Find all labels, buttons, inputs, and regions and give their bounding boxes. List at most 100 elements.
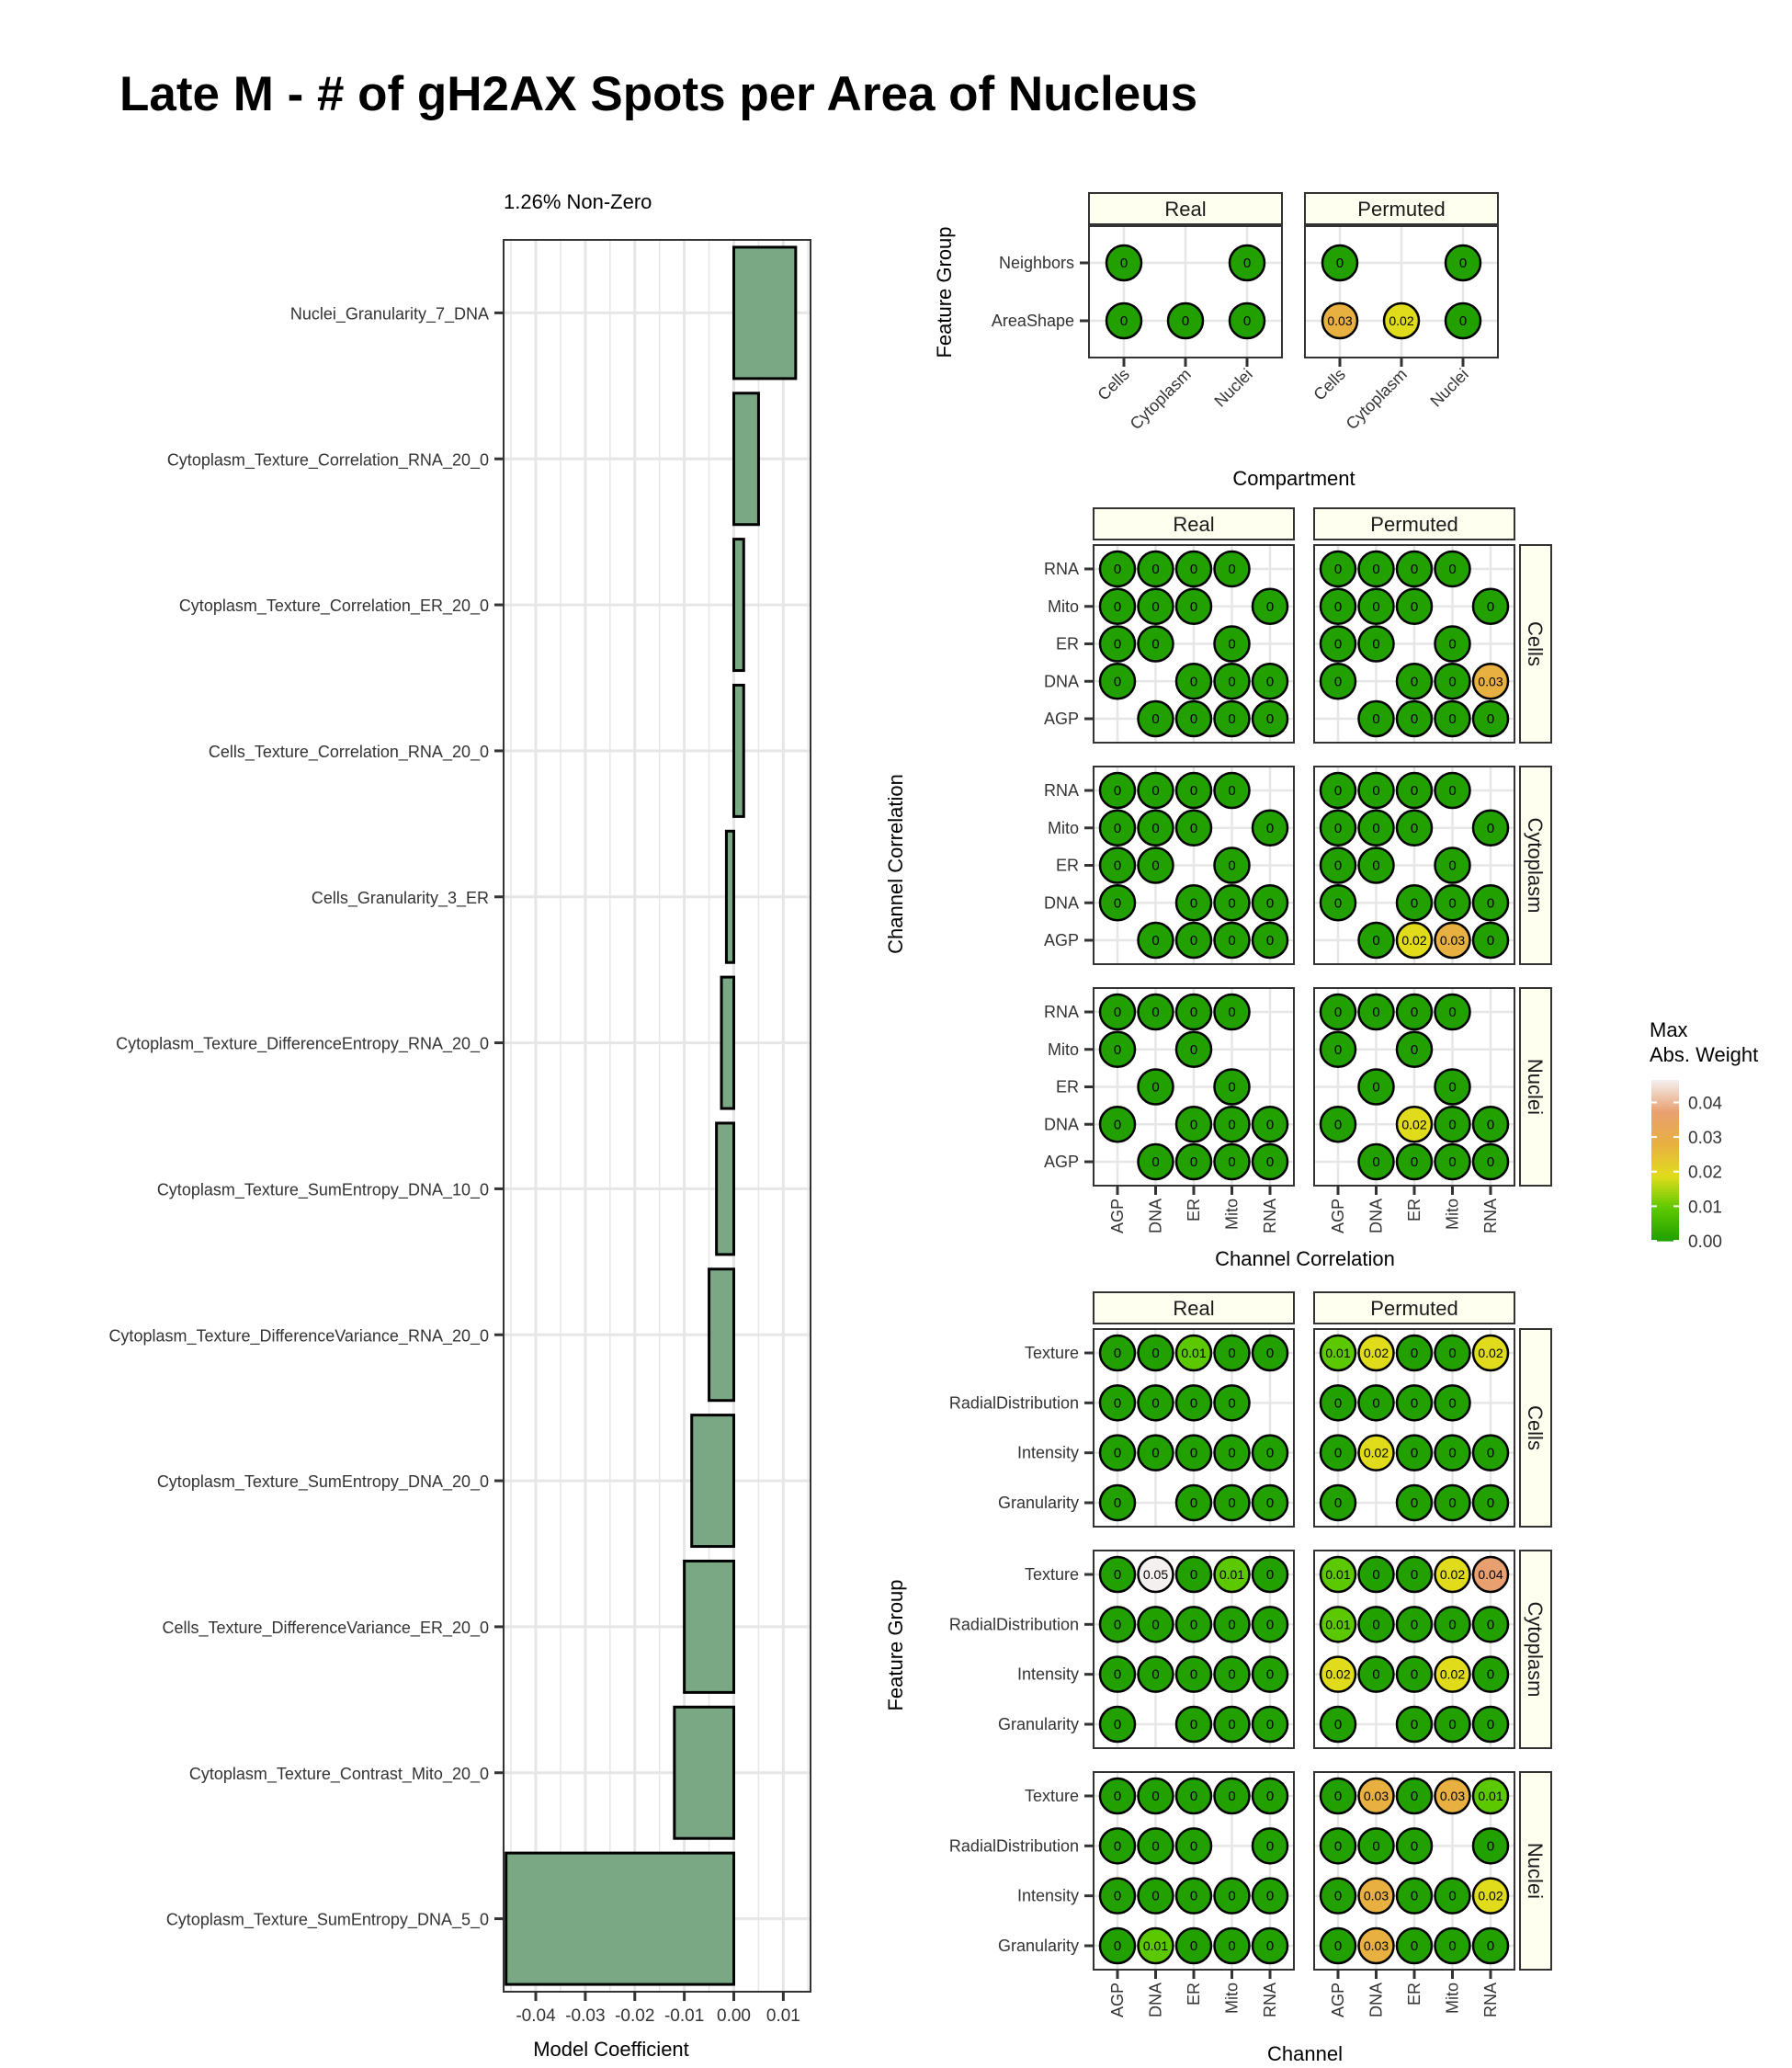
dot-value-label: 0.03 [1327,313,1352,328]
dot-dna-er [1357,847,1395,884]
dot-rna-granularity [1471,1926,1510,1965]
dot-mito-er [1213,625,1251,663]
dot-agp-intensity [1319,1877,1357,1915]
dot-value-label: 0 [1448,674,1456,689]
dot-mito-granularity [1434,1483,1471,1522]
dot-value-label: 0 [1228,1617,1235,1632]
legend-color-step [1651,1235,1679,1239]
dot-nuclei-areashape [1444,301,1482,340]
bar-cytoplasm-texture-differencevariance-rna-20-0 [708,1267,735,1403]
dot-er-dna [1395,663,1434,700]
dot-mito-rna [1213,771,1251,810]
dot-value-label: 0 [1266,599,1274,615]
legend-color-step [1651,1087,1679,1092]
dot-dna-intensity [1357,1655,1395,1693]
dot-value-label: 0 [1266,1617,1274,1632]
dot-value-label: 0 [1266,1938,1274,1954]
dot-x-tick-label: RNA [1261,1199,1279,1233]
dot-dna-granularity [1137,1926,1174,1965]
dot-y-tick-label: Granularity [998,1937,1079,1955]
dot-agp-intensity [1098,1877,1137,1915]
legend-color-step [1651,1082,1679,1086]
dot-mito-rna [1434,771,1471,810]
dot-value-label: 0 [1114,1042,1121,1058]
dot-er-intensity [1395,1877,1434,1915]
dot-value-label: 0 [1411,1154,1418,1170]
dot-value-label: 0 [1228,933,1235,949]
dot-value-label: 0 [1114,1005,1121,1020]
dot-mito-radialdistribution [1213,1606,1251,1643]
dot-value-label: 0 [1182,313,1189,329]
dot-value-label: 0 [1114,1717,1121,1733]
dot-mito-granularity [1213,1705,1251,1744]
legend-tick-label: 0.03 [1688,1129,1722,1148]
dot-value-label: 0 [1228,1154,1235,1170]
dot-value-label: 0.02 [1364,1446,1389,1460]
legend-color-step [1651,1093,1679,1097]
dot-x-tick-label: AGP [1108,1199,1127,1233]
dot-rna-agp [1251,921,1289,960]
dot-y-tick-label: ER [1056,857,1079,875]
bar-cytoplasm-texture-contrast-mito-20-0 [673,1705,736,1840]
dot-mito-er [1213,847,1251,884]
dot-er-rna [1395,771,1434,810]
dot-x-tick-label: RNA [1481,1199,1500,1233]
dot-y-tick-label: RNA [1044,781,1079,800]
dot-er-agp [1174,921,1213,960]
dot-mito-intensity [1434,1655,1471,1693]
dot-agp-er [1098,847,1137,884]
dot-er-mito [1395,587,1434,625]
dot-dna-intensity [1137,1877,1174,1915]
dot-value-label: 0 [1190,1005,1197,1020]
dot-value-label: 0 [1448,1005,1456,1020]
legend-color-step [1651,1227,1679,1231]
dot-y-tick-label: ER [1056,1078,1079,1096]
dot-value-label: 0 [1334,1838,1342,1854]
legend-color-step [1651,1133,1679,1137]
legend-color-step [1651,1221,1679,1226]
dot-value-label: 0 [1243,256,1251,271]
dot-mito-radialdistribution [1213,1384,1251,1422]
dot-value-label: 0.02 [1401,1117,1426,1131]
dot-value-label: 0 [1448,1117,1456,1132]
dot-agp-intensity [1319,1434,1357,1471]
dot-dna-rna [1357,993,1395,1031]
legend-color-step [1651,1174,1679,1177]
dot-value-label: 0 [1228,674,1235,689]
dot-y-tick-label: AGP [1044,931,1079,949]
dot-y-tick-label: RadialDistribution [949,1836,1079,1855]
dot-y-tick-label: AreaShape [992,312,1074,330]
dot-cells-neighbors [1105,244,1143,282]
bar-cytoplasm-texture-sumentropy-dna-5-0 [505,1851,735,1986]
dot-mito-intensity [1213,1655,1251,1693]
dot-panel-border [1313,1328,1515,1528]
legend-color-step [1651,1152,1679,1156]
bar-x-axis-title: Model Coefficient [533,2038,689,2061]
dot-agp-radialdistribution [1319,1827,1357,1865]
dot-dna-agp [1357,699,1395,738]
dot-agp-intensity [1098,1655,1137,1693]
dot-er-rna [1174,771,1213,810]
dot-rna-radialdistribution [1251,1606,1289,1643]
dot-value-label: 0 [1151,858,1159,874]
dot-value-label: 0.05 [1143,1567,1168,1582]
bar-category-label: Cytoplasm_Texture_SumEntropy_DNA_20_0 [157,1472,489,1492]
dot-mito-dna [1213,663,1251,700]
dot-value-label: 0 [1411,895,1418,911]
legend-title-line-2: Abs. Weight [1650,1043,1758,1066]
dot-mito-er [1434,847,1471,884]
dot-value-label: 0.02 [1401,933,1426,948]
dot-value-label: 0 [1190,821,1197,836]
dot-er-dna [1395,1106,1434,1143]
dot-value-label: 0 [1448,895,1456,911]
dot-value-label: 0 [1266,1667,1274,1683]
dot-x-tick-label: DNA [1147,1199,1165,1233]
dot-y-tick-label: Granularity [998,1715,1079,1733]
dot-mito-intensity [1434,1877,1471,1915]
dot-dna-agp [1357,921,1395,960]
dot-dna-rna [1137,550,1174,588]
legend-color-step [1651,1125,1679,1130]
dot-value-label: 0 [1459,313,1467,329]
dot-rna-dna [1251,884,1289,922]
facet-strip [1313,1291,1515,1324]
